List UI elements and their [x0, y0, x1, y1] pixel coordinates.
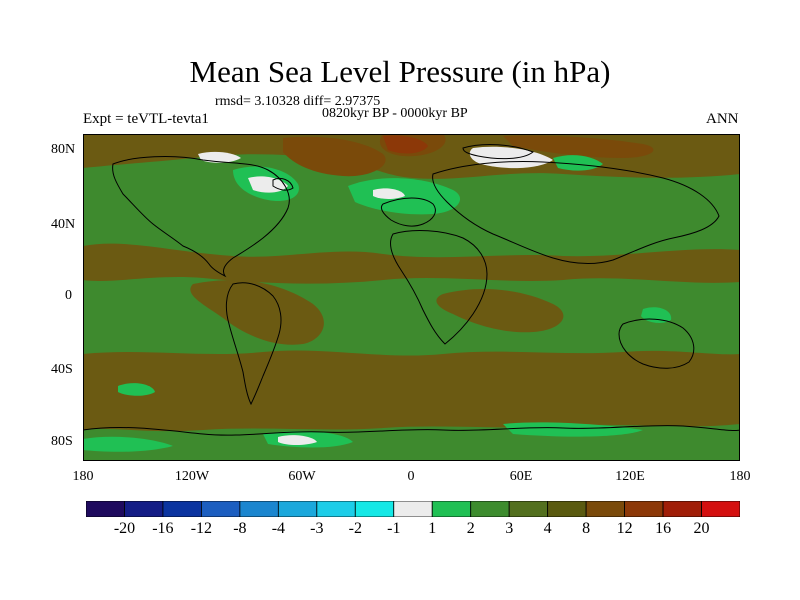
- lon-label-120w: 120W: [174, 469, 210, 484]
- colorbar-box: [701, 501, 740, 517]
- colorbar-label: 4: [543, 520, 552, 537]
- colorbar-label: 16: [655, 520, 672, 537]
- colorbar-box: [239, 501, 279, 517]
- colorbar-box: [624, 501, 664, 517]
- lat-label-80n: 80N: [51, 142, 76, 157]
- lon-label-60e: 60E: [509, 469, 533, 484]
- colorbar-box: [662, 501, 702, 517]
- pressure-map: [83, 134, 740, 461]
- colorbar-label: -1: [387, 520, 401, 537]
- coastlines: [83, 144, 740, 436]
- colorbar-label: 8: [582, 520, 591, 537]
- colorbar-label: -20: [113, 520, 136, 537]
- colorbar-box: [431, 501, 472, 517]
- colorbar-label: -4: [271, 520, 286, 537]
- colorbar-box: [585, 501, 625, 517]
- lon-label-60w: 60W: [288, 469, 316, 484]
- colorbar-label: -12: [190, 520, 213, 537]
- stats-text: rmsd= 3.10328 diff= 2.97375: [215, 94, 381, 109]
- lon-label-120e: 120E: [615, 469, 645, 484]
- colorbar-label: 2: [466, 520, 475, 537]
- colorbar-box: [277, 501, 318, 517]
- colorbar-label: -2: [348, 520, 362, 537]
- colorbar: [86, 501, 740, 517]
- lat-label-40s: 40S: [51, 362, 73, 377]
- lon-label-0: 0: [407, 469, 415, 484]
- colorbar-box: [86, 501, 125, 517]
- colorbar-label: -8: [233, 520, 247, 537]
- red-brown-regions: [383, 135, 428, 154]
- colorbar-label: 3: [505, 520, 514, 537]
- colorbar-label: 1: [428, 520, 437, 537]
- colorbar-box: [316, 501, 356, 517]
- colorbar-label: 20: [693, 520, 710, 537]
- lon-label-180-right: 180: [729, 469, 751, 484]
- period-text: 0820kyr BP - 0000kyr BP: [322, 106, 468, 121]
- colorbar-box: [393, 501, 433, 517]
- colorbar-box: [470, 501, 510, 517]
- lat-label-40n: 40N: [51, 217, 76, 232]
- lat-label-0: 0: [65, 288, 72, 303]
- colorbar-box: [508, 501, 549, 517]
- chart-title: Mean Sea Level Pressure (in hPa): [189, 54, 611, 89]
- season-label: ANN: [706, 111, 739, 127]
- map-frame: [83, 134, 740, 461]
- colorbar-box: [162, 501, 202, 517]
- lat-label-80s: 80S: [51, 434, 73, 449]
- colorbar-box: [354, 501, 395, 517]
- lon-label-180-left: 180: [72, 469, 94, 484]
- colorbar-label: -3: [310, 520, 324, 537]
- colorbar-label: 12: [616, 520, 633, 537]
- colorbar-label: -16: [152, 520, 174, 537]
- colorbar-box: [201, 501, 241, 517]
- colorbar-box: [124, 501, 164, 517]
- experiment-label: Expt = teVTL-tevta1: [83, 111, 209, 127]
- colorbar-box: [547, 501, 587, 517]
